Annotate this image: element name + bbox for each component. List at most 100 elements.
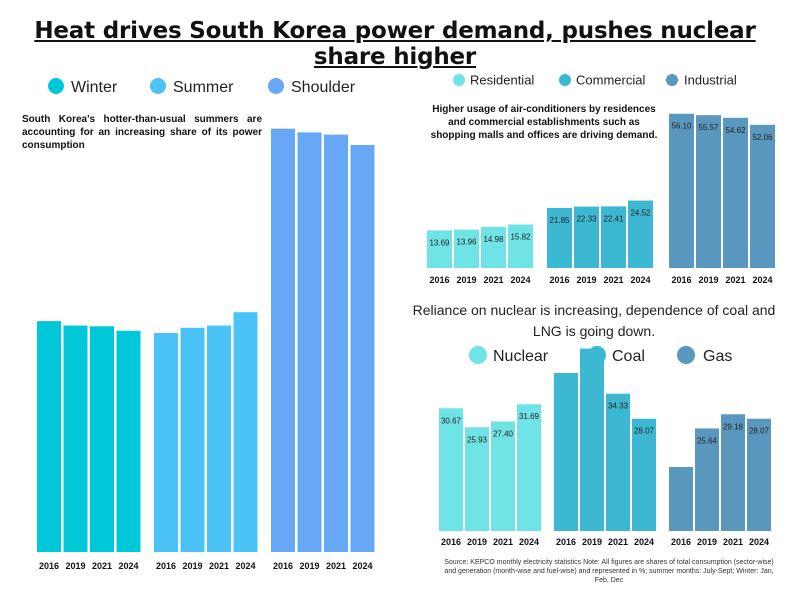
bar-summer-2021: [207, 325, 231, 552]
data-label-industrial-2019: 55.57: [698, 123, 719, 132]
bar-industrial-2024: [750, 124, 775, 269]
bar-residential-2021: [481, 226, 506, 268]
legend-swatch-nuclear: [469, 346, 487, 364]
tick-shoulder-2024: 2024: [352, 561, 372, 571]
tick-coal-2021: 2021: [608, 537, 628, 547]
tick-winter-2016: 2016: [39, 561, 59, 571]
tick-winter-2019: 2019: [65, 561, 85, 571]
legend-label-shoulder: Shoulder: [291, 79, 356, 96]
bar-shoulder-2024: [350, 145, 375, 552]
legend-swatch-residential: [453, 74, 465, 86]
data-label-coal-2021: 34.33: [608, 402, 629, 411]
page-title: Heat drives South Korea power demand, pu…: [34, 18, 756, 70]
fuel-chart-note: Reliance on nuclear is increasing, depen…: [412, 302, 776, 339]
tick-industrial-2016: 2016: [671, 275, 691, 285]
bar-coal-2021: [606, 393, 630, 531]
data-label-residential-2021: 14.98: [483, 235, 504, 244]
tick-industrial-2024: 2024: [752, 275, 772, 285]
tick-summer-2016: 2016: [156, 561, 176, 571]
tick-shoulder-2019: 2019: [299, 561, 319, 571]
seasonal-chart-note: South Korea's hotter-than-usual summers …: [22, 114, 262, 151]
legend-swatch-summer: [150, 78, 166, 94]
tick-industrial-2019: 2019: [698, 275, 718, 285]
bar-nuclear-2016: [439, 408, 463, 531]
tick-nuclear-2021: 2021: [493, 537, 513, 547]
data-label-commercial-2019: 22.33: [576, 215, 597, 224]
tick-gas-2019: 2019: [697, 537, 717, 547]
legend-swatch-industrial: [666, 74, 678, 86]
bar-residential-2024: [508, 224, 533, 268]
legend-label-industrial: Industrial: [684, 73, 737, 88]
data-label-residential-2019: 13.96: [456, 238, 477, 247]
bar-gas-2021: [721, 414, 745, 531]
bar-coal-2024: [632, 418, 656, 531]
legend-label-winter: Winter: [71, 79, 118, 96]
bar-winter-2024: [116, 330, 141, 552]
data-label-residential-2016: 13.69: [429, 238, 450, 247]
data-label-gas-2021: 29.18: [723, 422, 744, 431]
tick-residential-2016: 2016: [429, 275, 449, 285]
tick-industrial-2021: 2021: [725, 275, 745, 285]
tick-commercial-2024: 2024: [630, 275, 650, 285]
bar-commercial-2021: [601, 206, 626, 268]
data-label-gas-2019: 25.64: [697, 436, 718, 445]
data-label-commercial-2024: 24.52: [630, 209, 651, 218]
legend-label-gas: Gas: [703, 348, 732, 365]
legend-label-commercial: Commercial: [576, 73, 645, 88]
data-label-residential-2024: 15.82: [510, 232, 531, 241]
tick-gas-2021: 2021: [723, 537, 743, 547]
legend-swatch-winter: [48, 78, 64, 94]
legend-label-nuclear: Nuclear: [493, 348, 549, 365]
legend-label-residential: Residential: [470, 73, 534, 88]
data-label-industrial-2024: 52.06: [752, 133, 773, 142]
data-label-industrial-2021: 54.62: [725, 126, 746, 135]
tick-summer-2021: 2021: [209, 561, 229, 571]
data-label-coal-2024: 28.07: [634, 427, 655, 436]
sector-chart-note: Higher usage of air-conditioners by resi…: [430, 104, 658, 141]
bar-coal-2016: [554, 373, 578, 531]
bar-winter-2016: [37, 321, 61, 552]
bar-residential-2016: [427, 230, 452, 268]
tick-commercial-2019: 2019: [576, 275, 596, 285]
data-label-nuclear-2021: 27.40: [493, 429, 514, 438]
bar-summer-2016: [154, 332, 178, 552]
bar-winter-2019: [63, 325, 88, 552]
tick-residential-2019: 2019: [456, 275, 476, 285]
tick-coal-2024: 2024: [634, 537, 654, 547]
tick-commercial-2016: 2016: [549, 275, 569, 285]
tick-gas-2016: 2016: [671, 537, 691, 547]
bar-commercial-2016: [547, 207, 572, 268]
bar-shoulder-2021: [324, 134, 348, 552]
data-label-nuclear-2016: 30.67: [441, 416, 462, 425]
legend-swatch-shoulder: [268, 78, 284, 94]
tick-summer-2019: 2019: [182, 561, 202, 571]
bar-nuclear-2024: [517, 404, 541, 531]
tick-coal-2016: 2016: [556, 537, 576, 547]
bar-commercial-2024: [628, 200, 653, 268]
bar-summer-2019: [180, 327, 205, 552]
bar-residential-2019: [454, 229, 479, 268]
tick-commercial-2021: 2021: [603, 275, 623, 285]
data-label-nuclear-2019: 25.93: [467, 435, 488, 444]
data-label-commercial-2016: 21.85: [549, 216, 570, 225]
bar-industrial-2019: [696, 115, 721, 269]
tick-nuclear-2024: 2024: [519, 537, 539, 547]
bar-gas-2019: [695, 428, 719, 531]
legend-label-summer: Summer: [173, 79, 234, 96]
bar-winter-2021: [90, 326, 114, 552]
tick-winter-2021: 2021: [92, 561, 112, 571]
tick-residential-2024: 2024: [510, 275, 530, 285]
data-label-commercial-2021: 22.41: [603, 214, 624, 223]
legend-label-coal: Coal: [612, 348, 645, 365]
tick-shoulder-2021: 2021: [326, 561, 346, 571]
bar-nuclear-2021: [491, 421, 515, 531]
bar-industrial-2016: [669, 113, 694, 268]
tick-shoulder-2016: 2016: [273, 561, 293, 571]
bar-summer-2024: [233, 312, 258, 552]
legend-swatch-commercial: [559, 74, 571, 86]
tick-gas-2024: 2024: [749, 537, 769, 547]
tick-nuclear-2016: 2016: [441, 537, 461, 547]
data-label-nuclear-2024: 31.69: [519, 412, 540, 421]
bar-shoulder-2019: [297, 132, 322, 553]
tick-residential-2021: 2021: [483, 275, 503, 285]
